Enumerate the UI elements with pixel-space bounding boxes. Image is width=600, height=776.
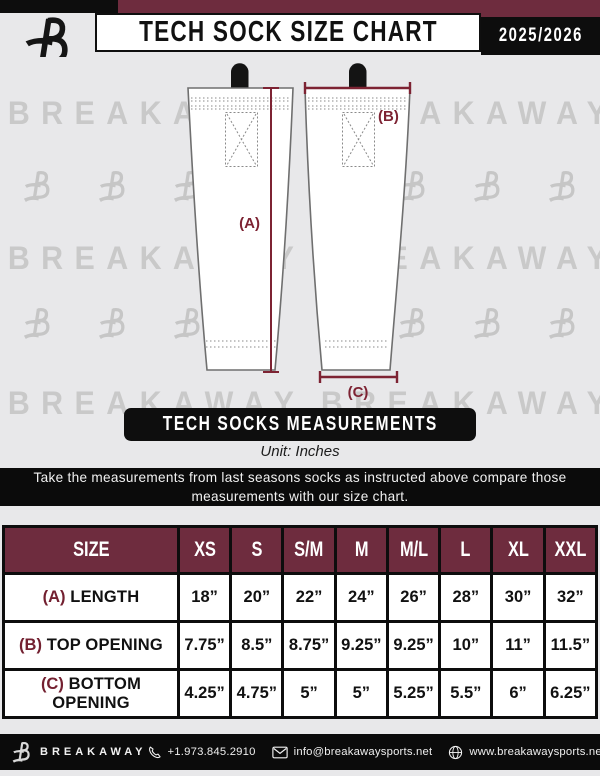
size-value-cell: 5.5” xyxy=(438,668,494,719)
footer-email[interactable]: info@breakawaysports.net xyxy=(271,746,433,759)
size-value-cell: 26” xyxy=(385,572,442,623)
size-value-cell: 18” xyxy=(176,572,233,623)
footer-email-text: info@breakawaysports.net xyxy=(293,746,433,758)
footer-phone-text: +1.973.845.2910 xyxy=(167,746,256,758)
size-table-header: SIZE XS S S/M M M/L L XL XXL xyxy=(2,525,599,575)
size-header-XXL: XXL xyxy=(542,525,599,575)
header-maroon-strip xyxy=(118,0,600,17)
season-box: 2025/2026 xyxy=(481,17,600,55)
measure-label-b: (B) xyxy=(378,108,399,125)
size-header-S/M: S/M xyxy=(281,525,337,575)
page-title: TECH SOCK SIZE CHART xyxy=(138,16,438,48)
size-value-cell: 22” xyxy=(281,572,337,623)
breakaway-logo-icon xyxy=(12,741,32,763)
left-sock-patch xyxy=(225,112,258,167)
measurement-name: BOTTOM OPENING xyxy=(52,674,142,712)
right-sock-patch xyxy=(342,112,375,167)
footer-brand: BREAKAWAY xyxy=(12,741,147,763)
size-value-cell: 5” xyxy=(281,668,337,719)
instruction-text: Take the measurements from last seasons … xyxy=(33,469,567,504)
size-value-cell: 9.25” xyxy=(385,620,442,671)
size-value-cell: 6.25” xyxy=(542,668,599,719)
measurement-name: LENGTH xyxy=(65,588,140,606)
size-value-cell: 10” xyxy=(438,620,494,671)
measure-label-a: (A) xyxy=(239,215,260,232)
size-value-cell: 5.25” xyxy=(385,668,442,719)
globe-icon xyxy=(449,745,463,759)
size-header-XL: XL xyxy=(490,525,546,575)
size-header-M: M xyxy=(333,525,389,575)
left-sock-tab xyxy=(231,63,249,90)
size-value-cell: 30” xyxy=(490,572,546,623)
size-value-cell: 24” xyxy=(333,572,389,623)
measurements-banner: TECH SOCKS MEASUREMENTS xyxy=(124,408,476,441)
size-value-cell: 9.25” xyxy=(333,620,389,671)
size-value-cell: 4.75” xyxy=(229,668,285,719)
sock-illustration: (A) (B) (C) xyxy=(187,63,412,401)
season-label: 2025/2026 xyxy=(498,25,583,46)
size-value-cell: 11.5” xyxy=(542,620,599,671)
footer: BREAKAWAY +1.973.845.2910 info@breakaway… xyxy=(0,734,600,770)
phone-icon xyxy=(148,746,161,758)
size-value-cell: 28” xyxy=(438,572,494,623)
header-black-strip xyxy=(0,0,118,13)
measurement-label-cell: (B) TOP OPENING xyxy=(2,620,180,671)
measurement-prefix: (C) xyxy=(40,674,64,693)
footer-brand-text: BREAKAWAY xyxy=(40,746,147,758)
measure-line-b xyxy=(303,82,412,94)
header: TECH SOCK SIZE CHART 2025/2026 xyxy=(0,0,600,57)
table-row: (A) LENGTH 18” 20” 22” 24” 26” 28” 30” 32” xyxy=(2,572,599,623)
size-value-cell: 5” xyxy=(333,668,389,719)
measurements-banner-text: TECH SOCKS MEASUREMENTS xyxy=(162,413,438,435)
size-chart-table: SIZE XS S S/M M M/L L XL XXL (A) LENGTH 18” 20” 22”… xyxy=(2,525,599,719)
size-value-cell: 32” xyxy=(542,572,599,623)
envelope-icon xyxy=(271,746,288,758)
size-value-cell: 4.25” xyxy=(176,668,233,719)
size-header-S: S xyxy=(229,525,285,575)
left-sock xyxy=(187,63,294,371)
size-value-cell: 20” xyxy=(229,572,285,623)
size-value-cell: 11” xyxy=(490,620,546,671)
size-header-L: L xyxy=(438,525,494,575)
measurement-name: TOP OPENING xyxy=(41,636,163,654)
right-sock xyxy=(304,63,411,371)
footer-website-text: www.breakawaysports.net xyxy=(469,746,600,758)
size-value-cell: 8.75” xyxy=(281,620,337,671)
size-value-cell: 6” xyxy=(490,668,546,719)
size-header-M/L: M/L xyxy=(385,525,442,575)
table-row: (C) BOTTOM OPENING 4.25” 4.75” 5” 5” 5.25” 5.5… xyxy=(2,668,599,719)
title-box: TECH SOCK SIZE CHART xyxy=(95,13,481,52)
unit-label: Unit: Inches xyxy=(260,443,340,460)
measure-line-c xyxy=(318,371,399,383)
footer-phone[interactable]: +1.973.845.2910 xyxy=(147,745,256,760)
sock-diagram-section: BREAKAWAY BREAKAWAY BREAKAWAY BREAKAWAY BREA… xyxy=(0,57,600,468)
measurement-prefix: (B) xyxy=(19,636,42,654)
measurement-label-cell: (A) LENGTH xyxy=(2,572,180,623)
measure-label-c: (C) xyxy=(348,384,369,401)
footer-contacts: +1.973.845.2910 info@breakawaysports.net… xyxy=(147,745,600,760)
size-header-XS: XS xyxy=(176,525,233,575)
instruction-bar: Take the measurements from last seasons … xyxy=(0,468,600,506)
table-row: (B) TOP OPENING 7.75” 8.5” 8.75” 9.25” 9.25” 1… xyxy=(2,620,599,671)
size-value-cell: 7.75” xyxy=(176,620,233,671)
measurement-label-cell: (C) BOTTOM OPENING xyxy=(2,668,180,719)
measurement-prefix: (A) xyxy=(42,588,66,606)
size-column-header: SIZE xyxy=(2,525,180,575)
right-sock-tab xyxy=(349,63,367,90)
footer-website[interactable]: www.breakawaysports.net xyxy=(448,745,600,760)
size-value-cell: 8.5” xyxy=(229,620,285,671)
